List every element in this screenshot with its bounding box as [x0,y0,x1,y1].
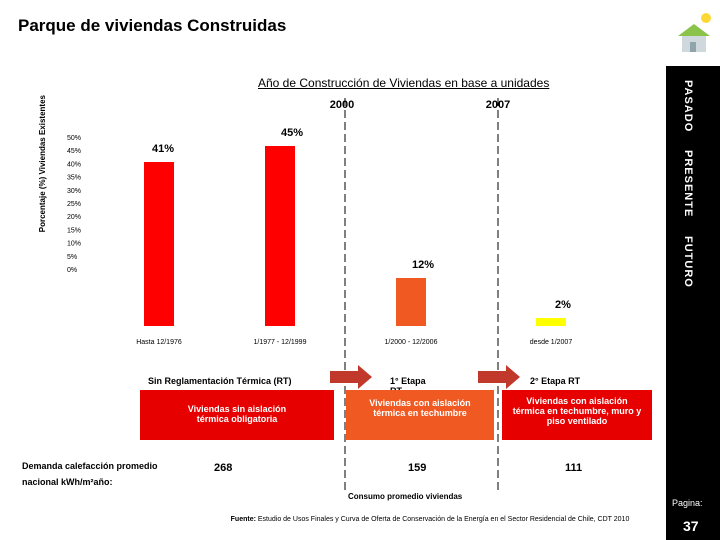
demand-value-1: 268 [214,462,233,474]
category-label: Hasta 12/1976 [136,339,182,346]
side-label-future: FUTURO [682,235,694,288]
stage0-title: Sin Reglamentación Térmica (RT) [148,376,292,386]
timeline-labels: PASADO PRESENTE FUTURO [682,80,712,287]
timeline-decor [330,98,520,490]
stage2-title: 2° Etapa RT [530,376,581,386]
bar [144,162,174,326]
category-label: desde 1/2007 [530,339,573,346]
category-label: 1/1977 - 12/1999 [254,339,307,346]
y-tick-label: 40% [67,161,81,168]
source-note: Fuente: Estudio de Usos Finales y Curva … [205,515,655,524]
y-tick-label: 45% [67,148,81,155]
y-tick-label: 15% [67,227,81,234]
side-label-past: PASADO [682,80,694,133]
logo-house-icon [678,13,711,52]
bar [536,318,566,326]
side-label-present: PRESENTE [682,150,694,218]
source-text: Estudio de Usos Finales y Curva de Ofert… [257,516,630,523]
bar-value-label: 45% [281,127,303,139]
y-tick-label: 30% [67,188,81,195]
page-number: 37 [683,518,699,534]
demand-value-2: 159 [408,462,427,474]
y-tick-label: 10% [67,241,81,248]
page-title: Parque de viviendas Construidas [18,16,287,35]
regulation-box-none: Viviendas sin aislación térmica obligato… [140,390,334,440]
chart-title: Año de Construcción de Viviendas en base… [258,76,550,90]
source-prefix: Fuente: [230,516,256,523]
y-tick-label: 20% [67,214,81,221]
demand-footer: Consumo promedio viviendas [348,492,463,501]
category-label: 1/2000 - 12/2006 [385,339,438,346]
year-marker: 2000 [330,99,354,111]
y-tick-label: 25% [67,201,81,208]
right-title: Calificación Energética de Viviendas [690,290,701,464]
bar-value-label: 12% [412,259,434,271]
regulation-box-stage2: Viviendas con aislación térmica en techu… [502,390,652,440]
bar-value-label: 2% [555,299,571,311]
y-tick-label: 50% [67,135,81,142]
demand-label: Demanda calefacción promedio nacional kW… [22,461,158,487]
regulation-box-stage1: Viviendas con aislación térmica en techu… [346,390,494,440]
page-label: Pagina: [672,498,703,508]
side-strip [666,66,720,540]
y-tick-label: 5% [67,254,77,261]
bar [396,278,426,326]
author: John Forkes [676,355,685,400]
bar-value-label: 41% [152,143,174,155]
y-tick-label: 0% [67,267,77,274]
y-tick-label: 35% [67,175,81,182]
demand-value-3: 111 [565,462,583,474]
bar [265,146,295,326]
